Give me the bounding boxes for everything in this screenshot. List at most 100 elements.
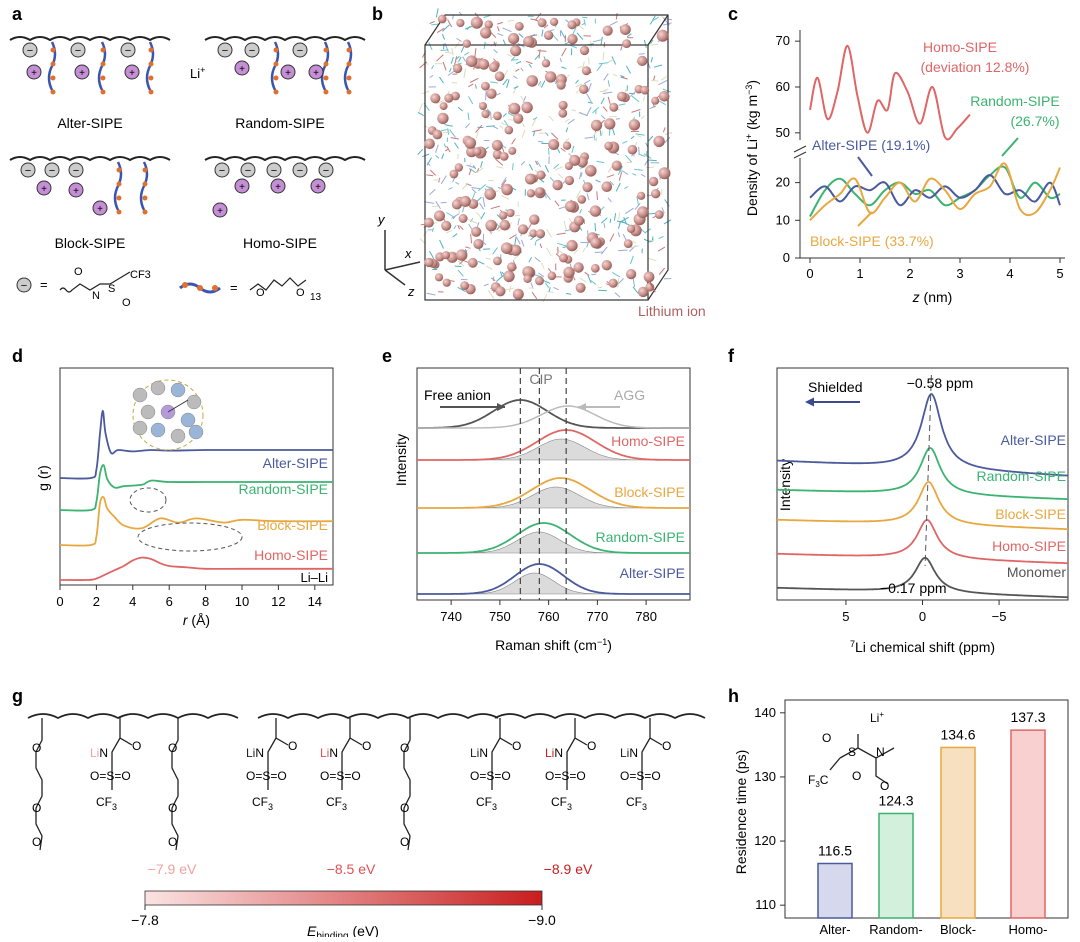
- polymer-bond: [547, 229, 552, 237]
- polymer-bond: [616, 119, 620, 120]
- polymer-bond: [455, 266, 462, 267]
- panel-letter-a: a: [12, 4, 23, 24]
- g-atom-o: O: [32, 835, 41, 849]
- e-y-label: Intensity: [393, 434, 409, 486]
- lithium-ion-sphere: [438, 15, 447, 24]
- polymer-bond: [587, 107, 591, 116]
- peo-oxygen: [149, 90, 154, 95]
- c-x-tick-label: 4: [1006, 266, 1013, 281]
- e-agg-reference: [417, 406, 690, 428]
- peo-oxygen: [101, 90, 106, 95]
- lithium-ion-sphere: [481, 82, 490, 91]
- g-atom-cf3: CF: [96, 795, 112, 809]
- lithium-ion-sphere: [591, 264, 600, 273]
- lithium-ion-sphere: [550, 18, 558, 26]
- lithium-ion-sphere: [580, 46, 589, 55]
- d-y-label: g (r): [35, 465, 51, 491]
- polymer-bond: [422, 154, 429, 157]
- lithium-ion-sphere: [590, 205, 601, 216]
- lithium-ion-sphere: [563, 142, 571, 150]
- polymer-bond: [478, 261, 484, 264]
- g-atom-oso: O=S=O: [320, 769, 361, 783]
- polymer-bond: [449, 68, 451, 72]
- peo-oxygen: [324, 76, 329, 81]
- polymer-bond: [576, 90, 579, 94]
- anion-sign: −: [249, 45, 255, 57]
- polymer-bond: [457, 38, 462, 41]
- c-y-tick-label: 0: [783, 250, 790, 265]
- g-atom-o: O: [662, 739, 671, 753]
- polymer-bond: [584, 19, 585, 25]
- lithium-ion-sphere: [603, 26, 613, 36]
- lithium-ion-sphere: [657, 30, 669, 42]
- polymer-bond: [601, 98, 604, 104]
- lithium-ion-sphere: [590, 237, 601, 248]
- svg-text:3: 3: [268, 802, 273, 812]
- lithium-ion-sphere: [460, 281, 469, 290]
- g-atom-oso: O=S=O: [545, 769, 586, 783]
- polymer-bond: [550, 177, 554, 182]
- label-block-sipe-a: Block-SIPE: [55, 235, 126, 251]
- anion-sign: −: [49, 165, 55, 177]
- polymer-bond: [619, 104, 626, 105]
- f-label-homo-sipe: Homo-SIPE: [992, 538, 1066, 554]
- polymer-bond: [651, 57, 653, 62]
- svg-text:y: y: [377, 212, 386, 227]
- anion-structure-icon: [60, 272, 130, 292]
- polymer-bond: [447, 146, 451, 152]
- polymer-bond: [529, 64, 532, 67]
- polymer-bond: [633, 279, 634, 287]
- lithium-ion-sphere: [456, 249, 467, 260]
- polymer-bond: [572, 110, 577, 111]
- lithium-ion-sphere: [637, 206, 649, 218]
- f-label-block-sipe: Block-SIPE: [995, 506, 1066, 522]
- polymer-bond: [610, 234, 614, 242]
- polymer-bond: [604, 74, 609, 81]
- lithium-ion-sphere: [489, 62, 499, 72]
- h-bar-value-label: 116.5: [818, 843, 852, 859]
- polymer-bond: [626, 66, 630, 74]
- g-atom-o: O: [132, 739, 141, 753]
- polymer-bond: [566, 293, 571, 294]
- svg-text:N: N: [92, 290, 100, 302]
- lithium-ion-sphere: [484, 188, 496, 200]
- polymer-bond: [600, 91, 607, 92]
- lithium-ion-sphere: [536, 170, 545, 179]
- h-category-label: Random-: [869, 922, 922, 937]
- lithium-ion-sphere: [468, 258, 478, 268]
- polymer-bond: [634, 169, 643, 170]
- polymer-bond: [632, 109, 641, 112]
- e-x-tick-label: 750: [489, 609, 511, 624]
- polymer-bond: [645, 161, 648, 166]
- d-label-random-sipe: Random-SIPE: [239, 481, 328, 497]
- polymer-bond: [636, 134, 645, 135]
- e-free-anion-label: Free anion: [424, 387, 491, 403]
- c-x-tick-label: 1: [856, 266, 863, 281]
- h-atom-o: O: [822, 731, 831, 745]
- lithium-ion-sphere: [574, 216, 584, 226]
- lithium-ion-sphere: [435, 273, 443, 281]
- peo-oxygen: [117, 210, 122, 215]
- polymer-bond: [462, 183, 468, 189]
- polymer-bond: [637, 135, 641, 137]
- lithium-ion-sphere: [548, 272, 557, 281]
- g-atom-cf3: CF: [626, 795, 642, 809]
- polymer-bond: [464, 69, 466, 79]
- lithium-ion-sphere: [655, 210, 664, 219]
- e-agg-arrowhead: [578, 403, 586, 411]
- polymer-bond: [553, 35, 558, 41]
- lithium-ion-sphere: [659, 91, 670, 102]
- polymer-bond: [471, 234, 472, 243]
- polymer-bond: [598, 287, 603, 288]
- polymer-bond: [470, 78, 478, 82]
- c-block-arrow: [858, 212, 872, 226]
- polymer-bond: [594, 131, 598, 135]
- lithium-ion-sphere: [640, 86, 649, 95]
- lithium-ion-sphere: [548, 139, 559, 150]
- svg-text:x: x: [404, 246, 412, 261]
- c-homo-deviation: (deviation 12.8%): [921, 59, 1030, 75]
- h-atom-o: O: [880, 779, 889, 793]
- peo-oxygen: [324, 62, 329, 67]
